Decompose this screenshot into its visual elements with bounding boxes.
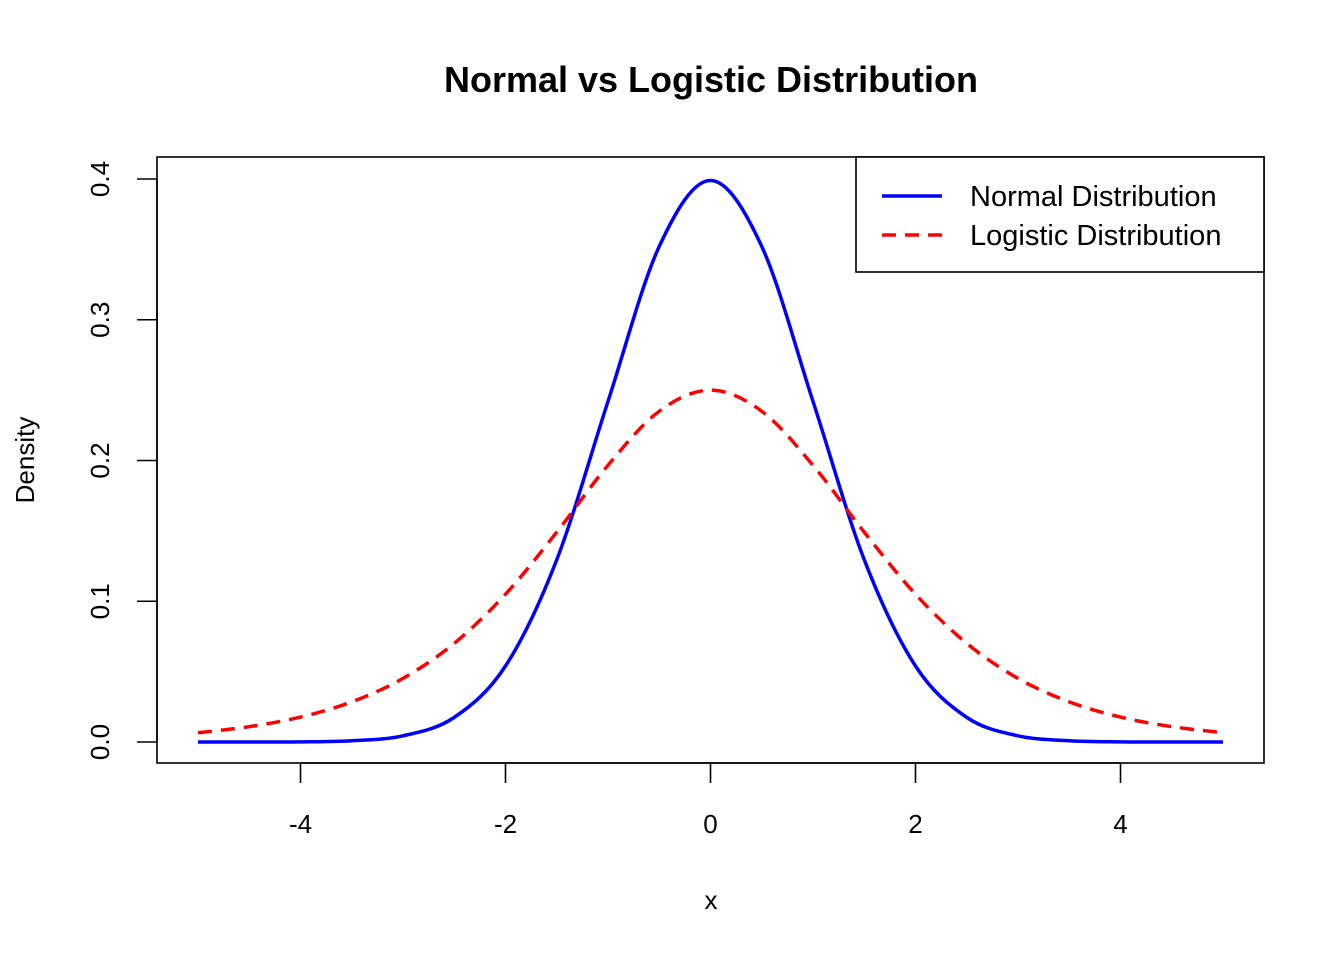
y-axis-label: Density [10,417,40,504]
y-axis: 0.0 0.1 0.2 0.3 0.4 [85,161,158,760]
legend-box [855,156,1265,273]
x-tick-label: 4 [1113,809,1127,839]
y-tick-label: 0.3 [85,302,115,338]
series-line-logistic [197,388,1224,735]
series-layer [197,178,1224,744]
y-tick-label: 0.2 [85,442,115,478]
x-tick-label: 2 [908,809,922,839]
legend: Normal Distribution Logistic Distributio… [855,156,1265,273]
y-tick-label: 0.4 [85,161,115,197]
x-tick-label: -2 [494,809,517,839]
legend-label-logistic: Logistic Distribution [970,220,1221,252]
x-tick-label: 0 [703,809,717,839]
chart-title: Normal vs Logistic Distribution [444,59,978,100]
x-tick-label: -4 [289,809,312,839]
series-line-normal [197,178,1224,744]
x-axis-label: x [705,885,718,915]
x-axis: -4 -2 0 2 4 [289,762,1128,839]
y-tick-label: 0.0 [85,724,115,760]
y-tick-label: 0.1 [85,583,115,619]
legend-label-normal: Normal Distribution [970,181,1217,213]
